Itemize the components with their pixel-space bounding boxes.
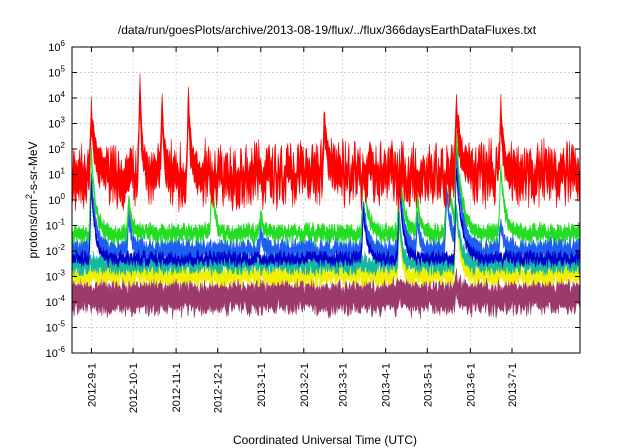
y-axis-label-base: protons/cm — [26, 199, 40, 258]
x-tick-label: 2013-1-1 — [256, 363, 268, 407]
y-tick-label: 10-4 — [46, 294, 66, 309]
y-tick-label: 10-5 — [46, 320, 66, 335]
x-tick-label: 2012-11-1 — [171, 363, 183, 412]
y-tick-label: 104 — [48, 90, 65, 105]
x-tick-label: 2013-2-1 — [299, 363, 311, 407]
y-tick-label: 103 — [48, 116, 65, 131]
x-tick-label: 2012-10-1 — [128, 363, 140, 413]
y-tick-label: 10-2 — [46, 243, 66, 258]
x-axis-label: Coordinated Universal Time (UTC) — [233, 433, 417, 447]
y-axis-label: protons/cm2-s-sr-MeV — [24, 141, 40, 258]
x-tick-label: 2013-5-1 — [422, 363, 434, 407]
x-tick-label: 2013-7-1 — [507, 363, 519, 407]
y-tick-label: 101 — [48, 167, 65, 182]
y-tick-label: 10-6 — [46, 345, 66, 360]
svg-text:protons/cm2-s-sr-MeV: protons/cm2-s-sr-MeV — [24, 141, 40, 258]
y-tick-label: 102 — [48, 141, 65, 156]
x-tick-label: 2012-9-1 — [86, 363, 98, 407]
data-series — [71, 73, 581, 319]
axis-ticks: 10-6 10-5 10-4 10-3 10-2 10-1 100 101 102 103 104 1… — [46, 39, 580, 413]
series-line-7 — [71, 73, 581, 213]
y-tick-label: 10-3 — [46, 269, 66, 284]
y-tick-label: 105 — [48, 65, 65, 80]
y-tick-label: 100 — [48, 192, 65, 207]
chart-title: /data/run/goesPlots/archive/2013-08-19/f… — [118, 23, 537, 37]
x-tick-label: 2012-12-1 — [213, 363, 225, 413]
x-tick-label: 2013-6-1 — [465, 363, 477, 407]
x-tick-label: 2013-3-1 — [338, 363, 350, 407]
y-axis-label-sup: 2 — [24, 194, 34, 199]
series-band — [71, 73, 581, 213]
x-tick-label: 2013-4-1 — [381, 363, 393, 407]
y-tick-label: 106 — [48, 39, 65, 54]
y-tick-label: 10-1 — [46, 218, 66, 233]
y-axis-label-rest: -s-sr-MeV — [26, 141, 40, 194]
